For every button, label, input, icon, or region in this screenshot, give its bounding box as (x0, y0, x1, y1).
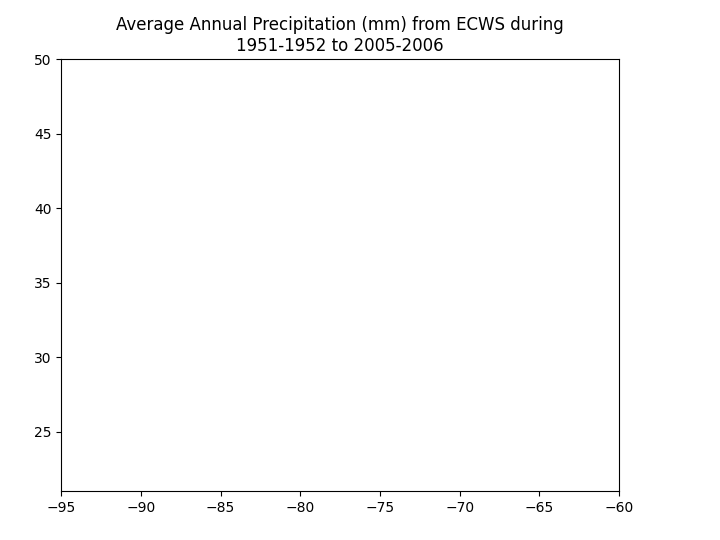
Title: Average Annual Precipitation (mm) from ECWS during
1951-1952 to 2005-2006: Average Annual Precipitation (mm) from E… (117, 16, 564, 55)
